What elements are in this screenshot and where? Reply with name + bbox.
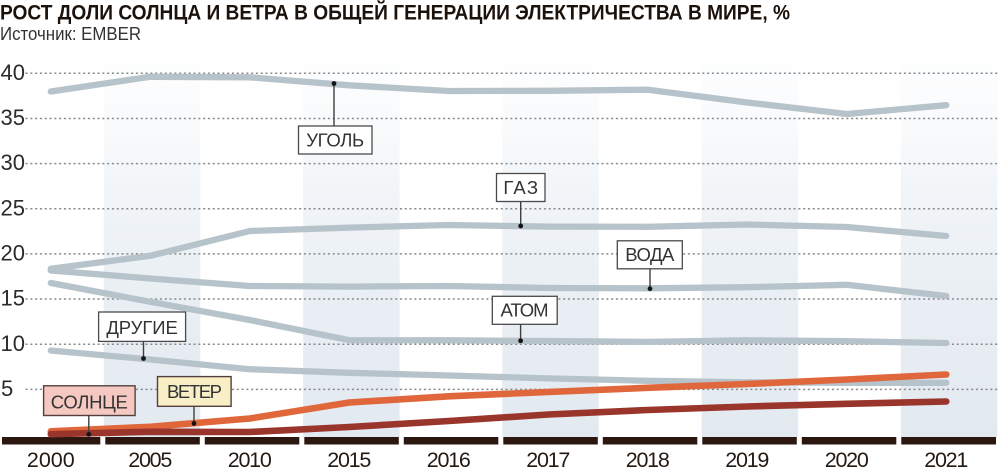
svg-text:ВОДА: ВОДА: [625, 244, 675, 265]
svg-text:5: 5: [1, 376, 13, 401]
svg-text:2019: 2019: [725, 448, 769, 470]
svg-text:25: 25: [1, 195, 25, 220]
svg-text:ВЕТЕР: ВЕТЕР: [167, 381, 222, 402]
svg-text:АТОМ: АТОМ: [501, 300, 549, 321]
svg-text:2005: 2005: [128, 448, 172, 470]
svg-text:2018: 2018: [626, 448, 670, 470]
svg-text:30: 30: [1, 150, 25, 175]
svg-text:2016: 2016: [427, 448, 471, 470]
svg-text:15: 15: [1, 286, 25, 311]
svg-text:ГАЗ: ГАЗ: [503, 177, 538, 198]
svg-text:2021: 2021: [924, 448, 968, 470]
svg-text:УГОЛЬ: УГОЛЬ: [306, 129, 364, 150]
svg-text:Источник: EMBER: Источник: EMBER: [0, 24, 141, 44]
svg-text:2000: 2000: [27, 448, 75, 470]
svg-text:35: 35: [1, 105, 25, 130]
svg-text:2017: 2017: [526, 448, 570, 470]
svg-text:20: 20: [1, 241, 25, 266]
svg-text:СОЛНЦЕ: СОЛНЦЕ: [51, 392, 128, 413]
svg-text:2020: 2020: [825, 448, 869, 470]
svg-text:40: 40: [1, 60, 25, 85]
svg-text:2010: 2010: [228, 448, 272, 470]
svg-text:РОСТ ДОЛИ СОЛНЦА И ВЕТРА В ОБЩ: РОСТ ДОЛИ СОЛНЦА И ВЕТРА В ОБЩЕЙ ГЕНЕРАЦ…: [0, 0, 790, 24]
svg-text:ДРУГИЕ: ДРУГИЕ: [106, 317, 178, 338]
svg-text:10: 10: [1, 331, 25, 356]
svg-text:2015: 2015: [327, 448, 371, 470]
